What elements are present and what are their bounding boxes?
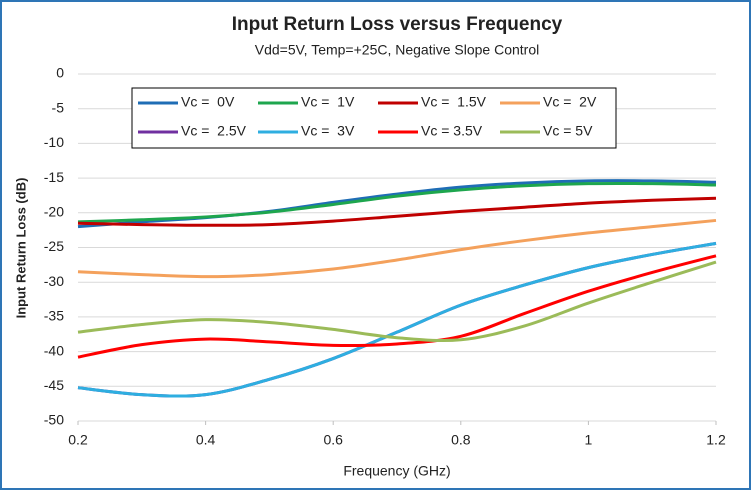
- y-tick-label: -20: [44, 204, 64, 220]
- lines: [77, 179, 717, 398]
- y-tick-label: -45: [44, 377, 64, 393]
- y-tick-label: -5: [52, 99, 65, 115]
- x-tick-label: 1: [585, 432, 593, 448]
- series-line: [77, 181, 717, 224]
- legend-label: Vc = 5V: [543, 123, 593, 139]
- y-tick-label: -30: [44, 273, 64, 289]
- y-tick-label: 0: [56, 65, 64, 81]
- legend-label: Vc = 2V: [543, 94, 597, 110]
- y-axis-label: Input Return Loss (dB): [13, 178, 28, 319]
- x-tick-label: 0.2: [68, 432, 88, 448]
- series-line: [77, 260, 717, 343]
- legend-label: Vc = 1.5V: [421, 94, 487, 110]
- series-line: [77, 218, 717, 279]
- x-tick-label: 1.2: [706, 432, 726, 448]
- x-tick-label: 0.6: [323, 432, 343, 448]
- legend-box: [131, 87, 617, 149]
- y-tick-label: -35: [44, 308, 64, 324]
- legend-label: Vc = 1V: [301, 94, 355, 110]
- series-line: [77, 196, 717, 227]
- grid: 0 -5 -10 -15 -20 -25 -30 -35 -40 -45 -500.2 0.4 0.6 0…: [44, 65, 726, 448]
- series-line: [77, 254, 717, 359]
- chart-subtitle: Vdd=5V, Temp=+25C, Negative Slope Contro…: [255, 42, 539, 58]
- x-tick-label: 0.8: [451, 432, 471, 448]
- y-tick-label: -25: [44, 238, 64, 254]
- y-tick-label: -50: [44, 412, 64, 428]
- legend-label: Vc = 3V: [301, 123, 355, 139]
- x-axis-label: Frequency (GHz): [343, 463, 450, 479]
- y-tick-label: -40: [44, 342, 64, 358]
- x-tick-label: 0.4: [196, 432, 216, 448]
- legend: Vc = 0V Vc = 1V Vc = 1.5V Vc = 2V Vc = 2.5V V…: [131, 87, 617, 149]
- legend-label: Vc = 3.5V: [421, 123, 483, 139]
- legend-label: Vc = 2.5V: [181, 123, 247, 139]
- legend-label: Vc = 0V: [181, 94, 235, 110]
- y-tick-label: -10: [44, 134, 64, 150]
- y-tick-label: -15: [44, 169, 64, 185]
- series-line: [77, 241, 717, 398]
- chart-title: Input Return Loss versus Frequency: [232, 14, 563, 35]
